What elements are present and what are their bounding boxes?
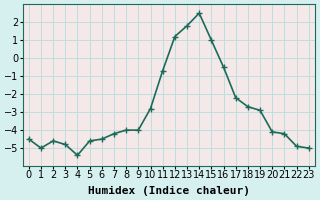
X-axis label: Humidex (Indice chaleur): Humidex (Indice chaleur) — [88, 186, 250, 196]
